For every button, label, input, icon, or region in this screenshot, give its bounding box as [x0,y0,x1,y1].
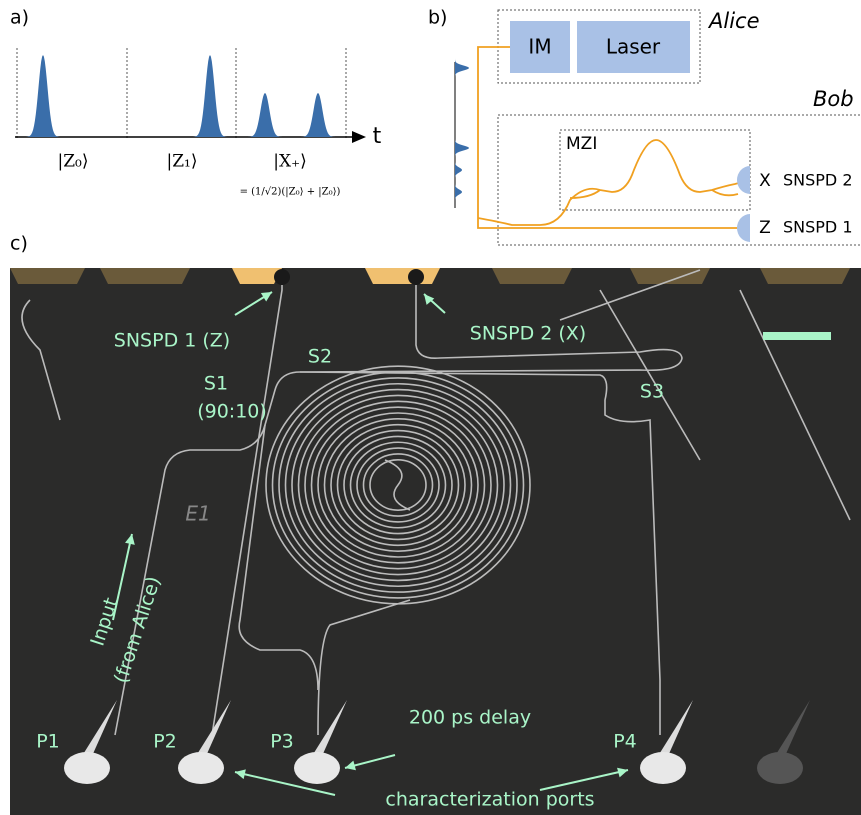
formula: = (1/√2)(|Z₀⟩ + |Z₀⟩) [240,187,341,198]
coupler [178,752,224,784]
bond-pad [492,268,572,284]
bond-pad [760,268,850,284]
detector [737,214,750,242]
annotation: S2 [308,346,332,368]
coupler [757,752,803,784]
bond-pad [100,268,190,284]
pulse [455,133,469,163]
annotation: 200 ps delay [409,707,531,729]
pulse [16,55,70,137]
panel-b: b) IM Laser Alice Bob MZI X SNSPD 2 Z SN… [428,7,861,246]
annotation: E1 [185,502,210,526]
port-label: P3 [270,731,294,753]
annotation: SNSPD 2 (X) [470,323,586,345]
state-label: |Z₁⟩ [167,152,198,172]
block-label: IM [528,35,551,59]
mzi-path [478,140,750,225]
coupler [294,752,340,784]
pulse [183,55,237,137]
bob-title: Bob [813,87,854,111]
mzi-path [570,190,738,198]
annotation: SNSPD 1 (Z) [114,330,230,352]
bond-pad [365,268,440,284]
coupler [64,752,110,784]
pulse [455,177,462,207]
port-label: P2 [153,731,177,753]
panel-label: b) [428,7,447,29]
detector-label: SNSPD 1 [783,218,853,237]
detector-label: SNSPD 2 [783,171,853,190]
pulse [291,93,345,137]
panel-label: c) [10,233,28,255]
state-label: |X₊⟩ [273,152,306,172]
pulse [238,93,292,137]
figure: a) t |Z₀⟩ |Z₁⟩ |X₊⟩ = (1/√2)(|Z₀⟩ + |Z₀⟩… [0,0,861,815]
via [408,269,424,285]
scale-bar [763,332,831,340]
bond-pad [10,268,85,284]
annotation: S3 [640,381,664,403]
annotation: characterization ports [385,789,594,811]
waveguide [478,47,750,228]
state-label: |Z₀⟩ [58,152,89,172]
pulse [455,53,469,83]
pulse [455,155,462,185]
panel-a: a) t |Z₀⟩ |Z₁⟩ |X₊⟩ = (1/√2)(|Z₀⟩ + |Z₀⟩… [10,7,382,198]
port-label: P1 [36,731,60,753]
annotation: S1 [204,373,228,395]
via [274,269,290,285]
axis-arrow [352,131,366,143]
chip-photo: SNSPD 1 (Z) SNSPD 2 (X) S1 (90:10) S2 S3 200 p… [10,268,861,815]
basis-label: X [759,171,771,191]
alice-title: Alice [707,9,760,33]
port-label: P4 [613,731,637,753]
detector [737,166,750,194]
axis-label: t [373,124,382,149]
mzi-label: MZI [566,134,597,154]
block-label: Laser [606,35,661,59]
coupler [640,752,686,784]
annotation: (90:10) [197,401,267,423]
basis-label: Z [759,218,771,238]
panel-label: a) [10,7,29,29]
